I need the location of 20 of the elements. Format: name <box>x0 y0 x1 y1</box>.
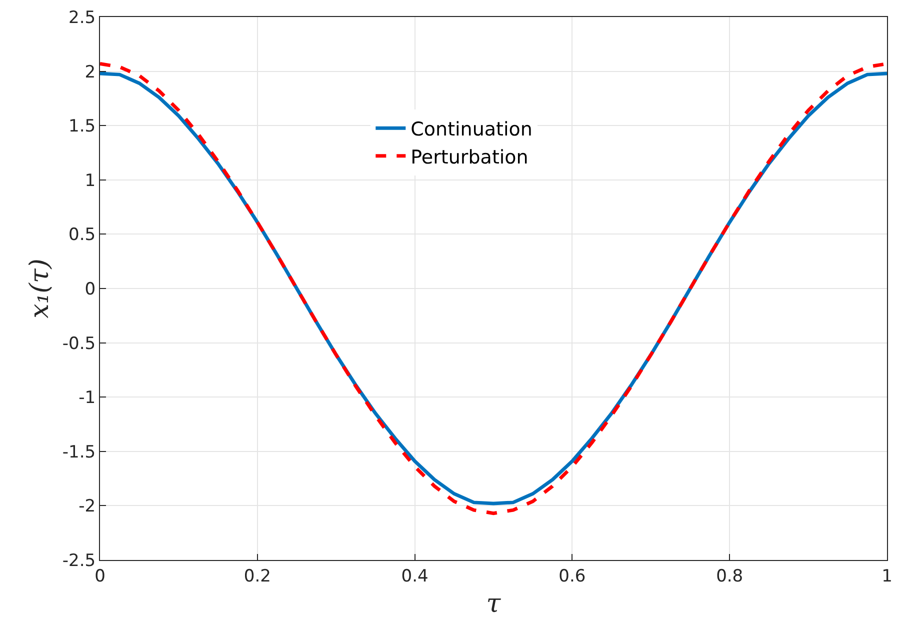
x-axis-title: τ <box>486 589 502 620</box>
y-tick-label: 1 <box>84 170 96 191</box>
x-tick-label: 0.4 <box>401 566 428 586</box>
y-tick-label: 0 <box>84 279 96 300</box>
legend-label: Continuation <box>410 118 532 141</box>
y-tick-label: 0.5 <box>68 225 96 246</box>
x-tick-label: 1 <box>882 566 892 586</box>
y-tick-label: -1 <box>78 388 96 408</box>
y-tick-label: 1.5 <box>68 116 96 137</box>
y-tick-label: -1.5 <box>62 442 96 462</box>
legend-label: Perturbation <box>410 146 528 168</box>
y-axis-title: x₁(τ) <box>24 258 55 318</box>
y-tick-label: -0.5 <box>62 334 96 354</box>
y-tick-label: -2.5 <box>62 550 96 571</box>
y-tick-label: -2 <box>78 496 96 517</box>
y-tick-label: 2 <box>84 62 96 82</box>
x-tick-label: 0.6 <box>558 566 586 586</box>
y-tick-label: 2.5 <box>68 8 96 28</box>
x-tick-label: 0.8 <box>716 566 744 586</box>
x-tick-label: 0.2 <box>244 566 271 586</box>
